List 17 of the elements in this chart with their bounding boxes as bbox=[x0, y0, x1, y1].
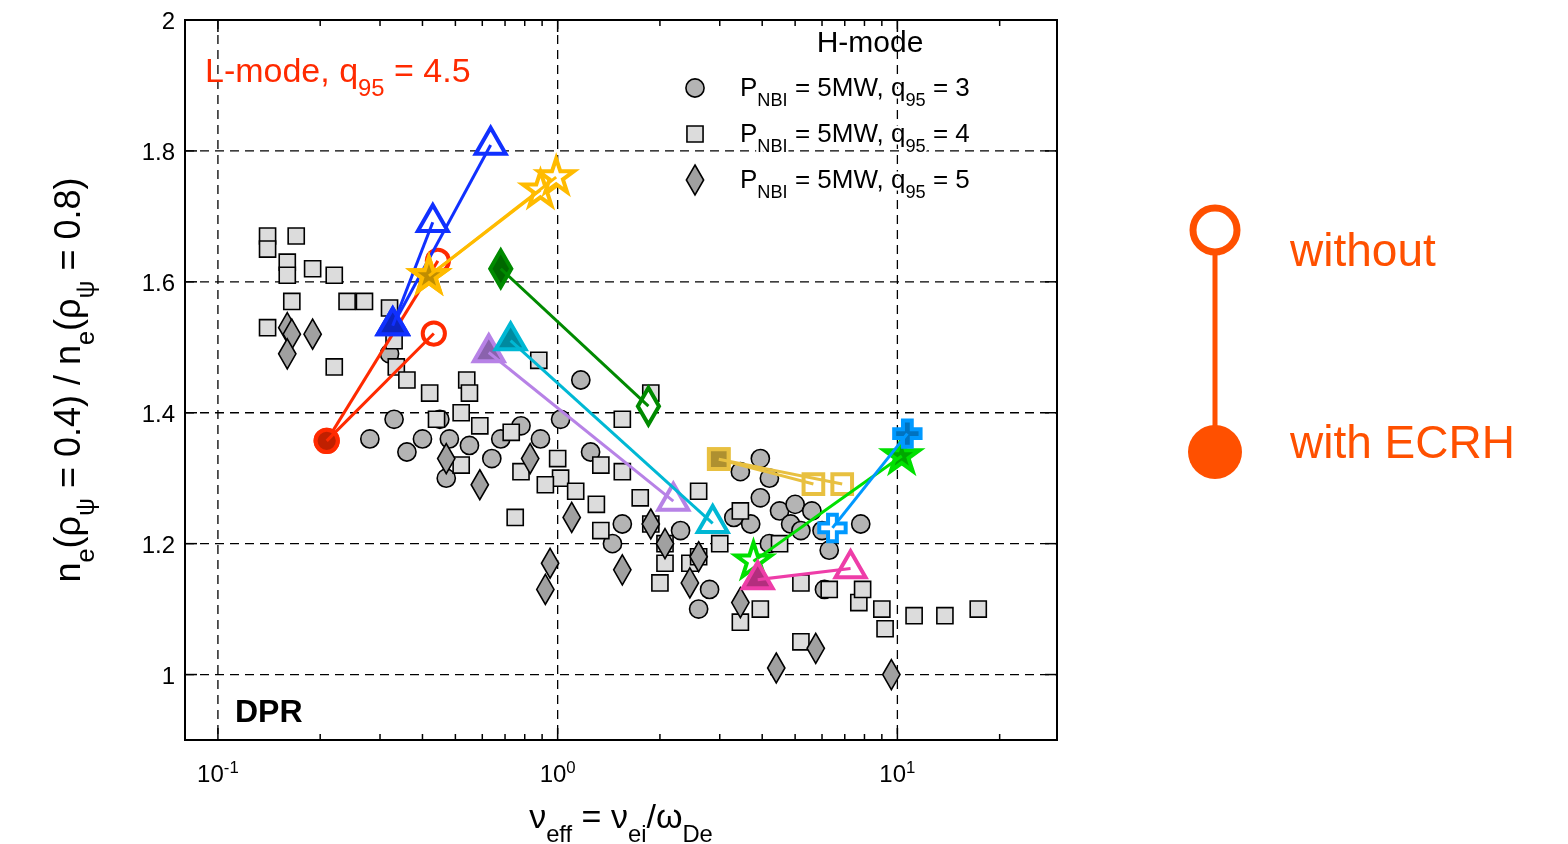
annotation: L-mode, q$_{95}$ = 4.5 bbox=[205, 51, 471, 101]
y-tick-label: 1 bbox=[161, 661, 175, 689]
legend-title: H-mode bbox=[816, 25, 924, 58]
x-tick-label: 10$^{0}$ bbox=[539, 757, 576, 787]
x-tick-label: 10$^{-1}$ bbox=[197, 757, 239, 787]
y-tick-label: 2 bbox=[161, 7, 175, 34]
x-tick-label: 10$^{1}$ bbox=[879, 757, 916, 787]
x-axis-title: ν$_{eff}$ = ν$_{ei}$/ω$_{De}$ bbox=[529, 797, 713, 844]
legend-label: P$_{NBI}$ = 5MW, q$_{95}$ = 3 bbox=[740, 72, 970, 110]
y-tick-label: 1.8 bbox=[141, 137, 175, 165]
text: with ECRH bbox=[1289, 416, 1515, 468]
text: without bbox=[1289, 224, 1436, 276]
y-tick-label: 1.6 bbox=[141, 268, 175, 296]
annotation: DPR bbox=[235, 693, 303, 729]
legend-label: P$_{NBI}$ = 5MW, q$_{95}$ = 5 bbox=[740, 164, 970, 202]
y-tick-label: 1.4 bbox=[141, 399, 175, 427]
y-tick-label: 1.2 bbox=[141, 530, 175, 558]
